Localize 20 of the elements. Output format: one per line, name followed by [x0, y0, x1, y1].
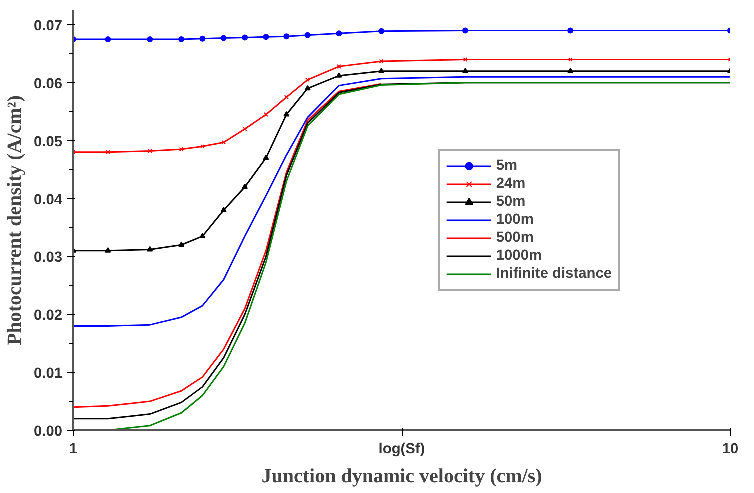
- x-tick-label: 1: [69, 442, 78, 458]
- y-tick-label: 0.05: [34, 134, 63, 150]
- y-tick-label: 0.02: [34, 308, 63, 324]
- y-tick-label: 0.01: [34, 366, 63, 382]
- legend-label: 1000m: [496, 247, 542, 265]
- x-tick-label: 10: [722, 442, 739, 458]
- y-tick-label: 0.06: [34, 76, 63, 92]
- y-axis-title: Photocurrent density (A/cm²): [4, 95, 26, 346]
- legend-label: 100m: [496, 211, 534, 229]
- y-tick-label: 0.07: [34, 18, 63, 34]
- y-tick-label: 0.04: [34, 192, 64, 208]
- legend-label: 24m: [496, 175, 526, 193]
- legend-label: 50m: [496, 193, 526, 211]
- legend-label: 500m: [496, 229, 534, 247]
- x-tick-label: log(Sf): [378, 442, 426, 458]
- x-axis-title: Junction dynamic velocity (cm/s): [262, 466, 542, 488]
- y-tick-label: 0.00: [34, 424, 63, 440]
- legend-label: 5m: [496, 157, 518, 175]
- legend-label: Inifinite distance: [496, 265, 612, 283]
- y-tick-label: 0.03: [34, 250, 63, 266]
